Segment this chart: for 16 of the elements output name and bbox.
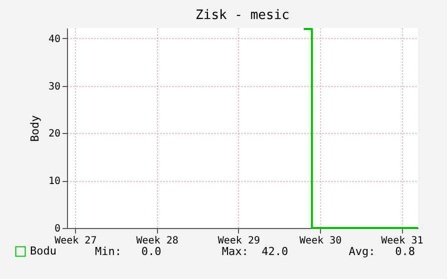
text: Min: 0.0: [95, 245, 162, 258]
legend-label: Bodu: [30, 244, 56, 258]
y-tick-label: 20: [48, 128, 60, 140]
y-tick-label: 40: [48, 34, 60, 45]
x-tick-label: Week 31: [381, 236, 424, 246]
x-tick-label: Week 27: [54, 236, 97, 246]
x-tick-label: Week 29: [218, 236, 260, 246]
y-tick-label: 10: [48, 176, 60, 188]
y-tick-label: 0: [54, 224, 60, 234]
text: Avg: 0.8: [348, 245, 415, 258]
x-tick-label: Week 30: [299, 236, 342, 246]
y-tick-label: 30: [48, 81, 60, 92]
y-axis-title: Body: [28, 114, 42, 142]
x-tick-label: Week 28: [136, 236, 178, 246]
text: Max: 42.0: [222, 245, 288, 258]
chart-title: Zisk - mesic: [196, 8, 290, 23]
